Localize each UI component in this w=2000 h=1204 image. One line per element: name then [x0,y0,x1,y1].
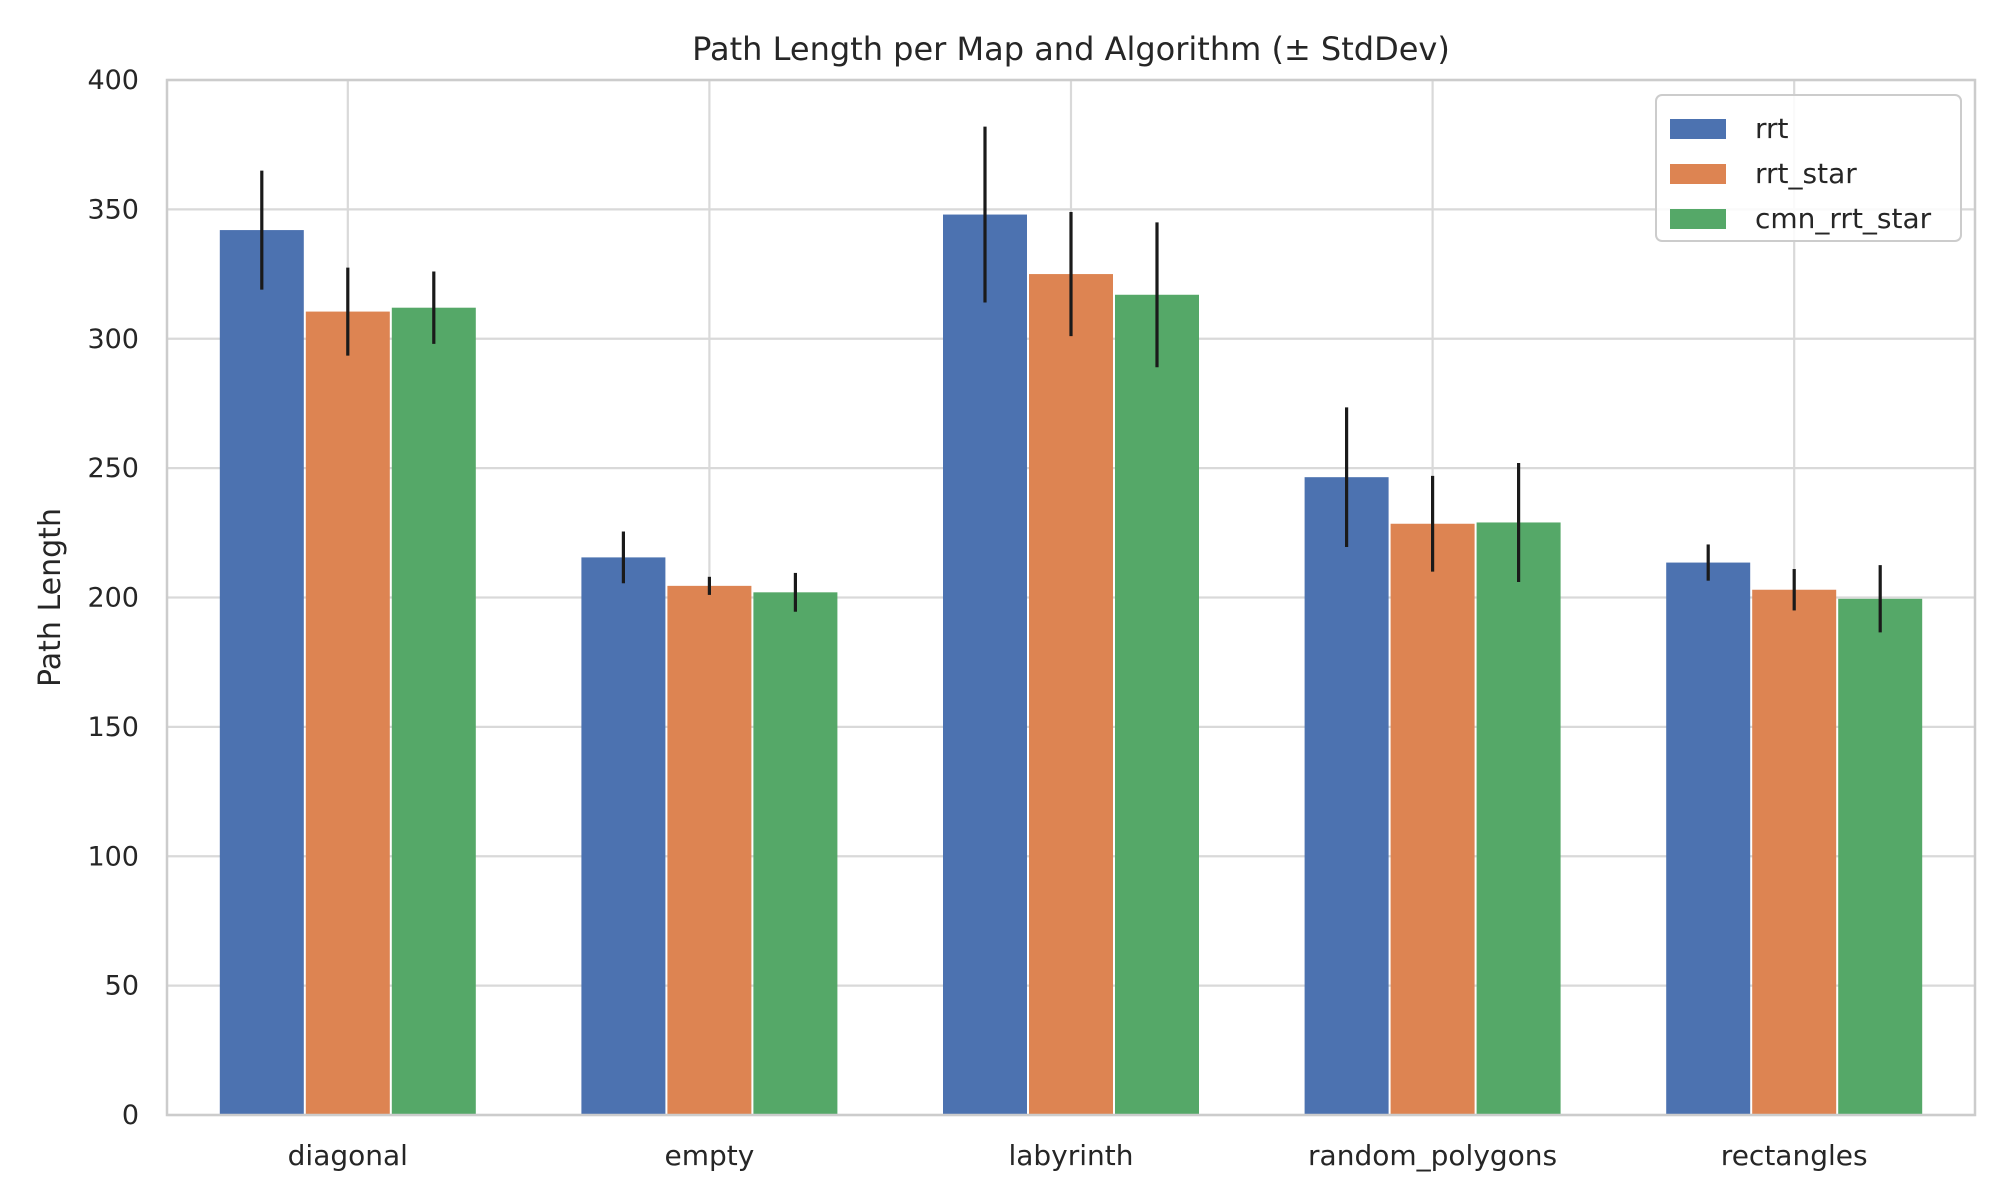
legend-label-rrt: rrt [1755,112,1789,145]
legend-swatch-rrt_star [1670,164,1726,184]
axes-layer: 0 50 100 150 200 250 300 350 400 diagonal empty lab… [87,65,1977,1172]
bar-rrt-labyrinth [943,214,1027,1116]
bar-cmn_rrt_star-empty [753,592,838,1115]
error-bars-layer [260,126,1882,633]
bar-cmn_rrt_star-labyrinth [1115,294,1199,1115]
bar-cmn_rrt_star-rectangles [1838,598,1923,1115]
chart-title: Path Length per Map and Algorithm (± Std… [692,30,1450,68]
legend: rrt rrt_star cmn_rrt_star [1655,94,1962,242]
y-tick-label: 200 [87,583,139,614]
x-tick-label: random_polygons [1308,1139,1557,1172]
x-tick-label: labyrinth [1008,1139,1133,1172]
x-tick-label: empty [664,1139,754,1172]
bar-rrt_star-random_polygons [1390,523,1475,1115]
bar-rrt-empty [581,557,666,1115]
y-tick-label: 50 [105,971,139,1002]
bar-rrt-rectangles [1666,562,1751,1115]
bar-rrt-random_polygons [1304,477,1389,1115]
legend-box [1655,94,1962,242]
x-tick-label: diagonal [288,1139,408,1172]
y-axis-label: Path Length [33,508,68,687]
bar-cmn_rrt_star-random_polygons [1476,522,1561,1115]
y-tick-label: 0 [122,1100,139,1131]
legend-label-rrt_star: rrt_star [1755,157,1857,190]
bar-rrt_star-empty [667,585,752,1115]
bars-layer [219,214,1923,1116]
bar-rrt-diagonal [219,230,304,1115]
y-tick-label: 300 [87,324,139,355]
legend-swatch-cmn_rrt_star [1670,209,1726,229]
y-tick-label: 100 [87,841,139,872]
bar-rrt_star-labyrinth [1029,274,1113,1115]
y-tick-label: 250 [87,453,139,484]
bar-cmn_rrt_star-diagonal [391,307,476,1115]
y-tick-label: 400 [87,65,139,96]
x-tick-label: rectangles [1721,1139,1868,1172]
plot-frame [165,78,1977,1117]
legend-label-cmn_rrt_star: cmn_rrt_star [1755,202,1932,235]
y-tick-label: 350 [87,194,139,225]
bar-rrt_star-diagonal [305,311,390,1115]
y-tick-label: 150 [87,712,139,743]
bar-rrt_star-rectangles [1752,589,1837,1115]
legend-swatch-rrt [1670,119,1726,139]
